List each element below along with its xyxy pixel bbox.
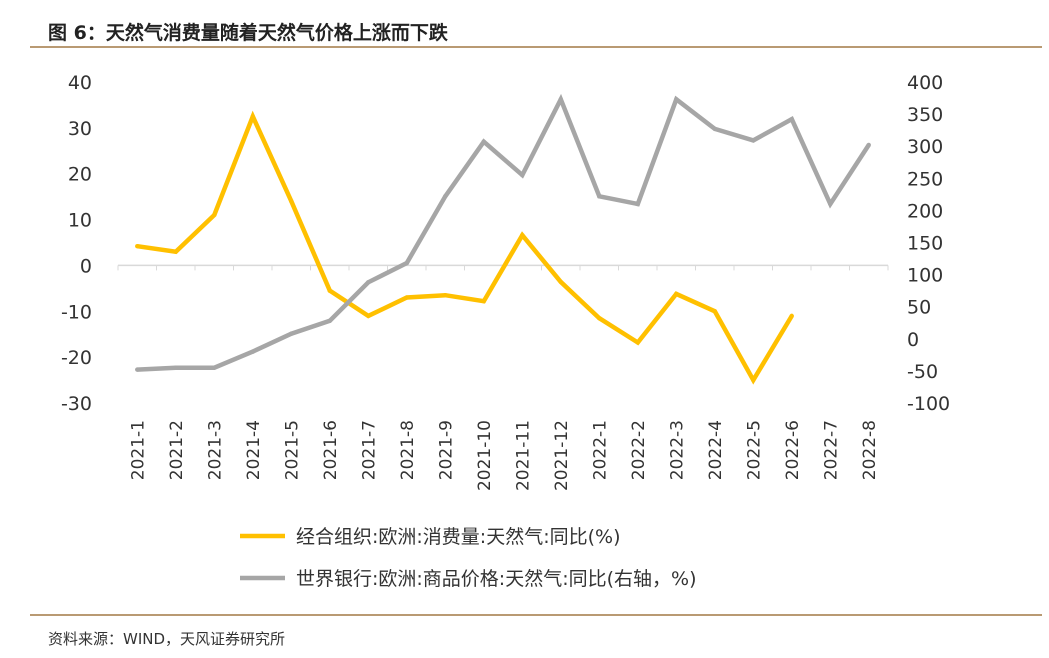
footer-divider [30,614,1042,616]
data-point-price [635,201,640,207]
data-point-consumption [674,291,679,297]
right-axis-tick-label: 50 [907,297,931,319]
data-point-consumption [558,279,563,285]
x-axis-tick-label: 2022-1 [590,420,610,480]
data-point-consumption [751,377,756,383]
right-axis-tick-label: 250 [907,168,943,190]
legend-label-consumption: 经合组织:欧洲:消费量:天然气:同比(%) [296,526,621,548]
title-divider [30,46,1042,48]
x-axis-tick-label: 2021-10 [475,420,495,491]
x-axis-tick-label: 2022-8 [860,420,880,480]
data-point-consumption [366,313,371,319]
x-axis-tick-label: 2021-8 [398,420,418,480]
right-axis-tick-label: -50 [907,361,938,383]
data-point-price [751,138,756,143]
data-point-price [212,365,217,370]
left-axis-tick-label: 0 [80,255,92,277]
data-point-consumption [481,298,486,304]
chart-title: 图 6：天然气消费量随着天然气价格上涨而下跌 [48,22,448,44]
x-axis-tick-label: 2021-5 [282,420,302,480]
data-point-price [712,126,717,132]
data-point-consumption [789,313,794,319]
left-axis-tick-label: -20 [61,347,92,369]
right-axis-tick-label: 100 [907,265,943,287]
x-axis-tick-label: 2021-12 [552,420,572,491]
data-point-price [597,194,602,199]
x-axis-tick-label: 2021-9 [436,420,456,480]
data-point-price [828,201,833,207]
data-point-price [866,142,871,148]
left-axis-tick-label: 10 [68,210,92,232]
x-axis-tick-label: 2021-2 [167,420,187,480]
x-axis-tick-label: 2021-3 [205,420,225,480]
left-axis-tick-label: -30 [61,393,92,415]
data-point-price [481,139,486,144]
left-axis-tick-label: 20 [68,164,92,186]
data-point-consumption [289,199,294,204]
data-point-consumption [327,288,332,293]
x-axis-tick-label: 2021-4 [244,420,264,480]
x-axis-tick-label: 2021-6 [321,420,341,480]
x-axis-tick-label: 2022-5 [744,420,764,480]
legend-label-price: 世界银行:欧洲:商品价格:天然气:同比(右轴，%) [296,568,697,590]
data-point-price [327,318,332,324]
data-point-consumption [520,232,525,238]
data-point-consumption [404,295,409,300]
data-point-consumption [712,309,717,314]
data-point-consumption [635,340,640,345]
data-point-price [789,117,794,122]
right-axis-tick-label: 300 [907,136,943,158]
x-axis-tick-label: 2021-11 [513,420,533,491]
data-point-price [135,367,140,372]
data-point-consumption [173,249,178,254]
data-point-price [520,172,525,178]
x-axis-tick-label: 2021-1 [128,420,148,480]
data-point-consumption [443,293,448,298]
data-point-consumption [135,243,140,249]
data-point-price [404,260,409,266]
x-axis-tick-label: 2022-3 [667,420,687,480]
x-axis-tick-label: 2022-6 [783,420,803,480]
left-axis-tick-label: -10 [61,301,92,323]
left-axis-tick-label: 30 [68,118,92,140]
right-axis-tick-label: 200 [907,200,943,222]
data-point-price [674,97,679,102]
x-axis-tick-label: 2022-2 [629,420,649,480]
chart: 403020100-10-20-304003503002502001501005… [61,72,950,590]
x-axis-tick-label: 2022-7 [821,420,841,480]
data-point-price [443,194,448,199]
data-point-consumption [250,114,255,119]
data-point-price [289,331,294,336]
data-point-consumption [597,315,602,321]
data-point-price [366,280,371,285]
series-line-consumption [136,110,794,385]
right-axis-tick-label: 150 [907,233,943,255]
data-point-consumption [212,212,217,218]
right-axis-tick-label: 350 [907,104,943,126]
series-line-price [137,93,871,372]
right-axis-tick-label: -100 [907,393,950,415]
data-point-price [250,349,255,354]
data-point-price [173,365,178,370]
left-axis-tick-label: 40 [68,72,92,94]
right-axis-tick-label: 400 [907,72,943,94]
right-axis-tick-label: 0 [907,329,919,351]
data-point-price [558,97,563,102]
source-note: 资料来源：WIND，天风证券研究所 [48,630,286,648]
x-axis-tick-label: 2022-4 [706,420,726,480]
x-axis-tick-label: 2021-7 [359,420,379,480]
